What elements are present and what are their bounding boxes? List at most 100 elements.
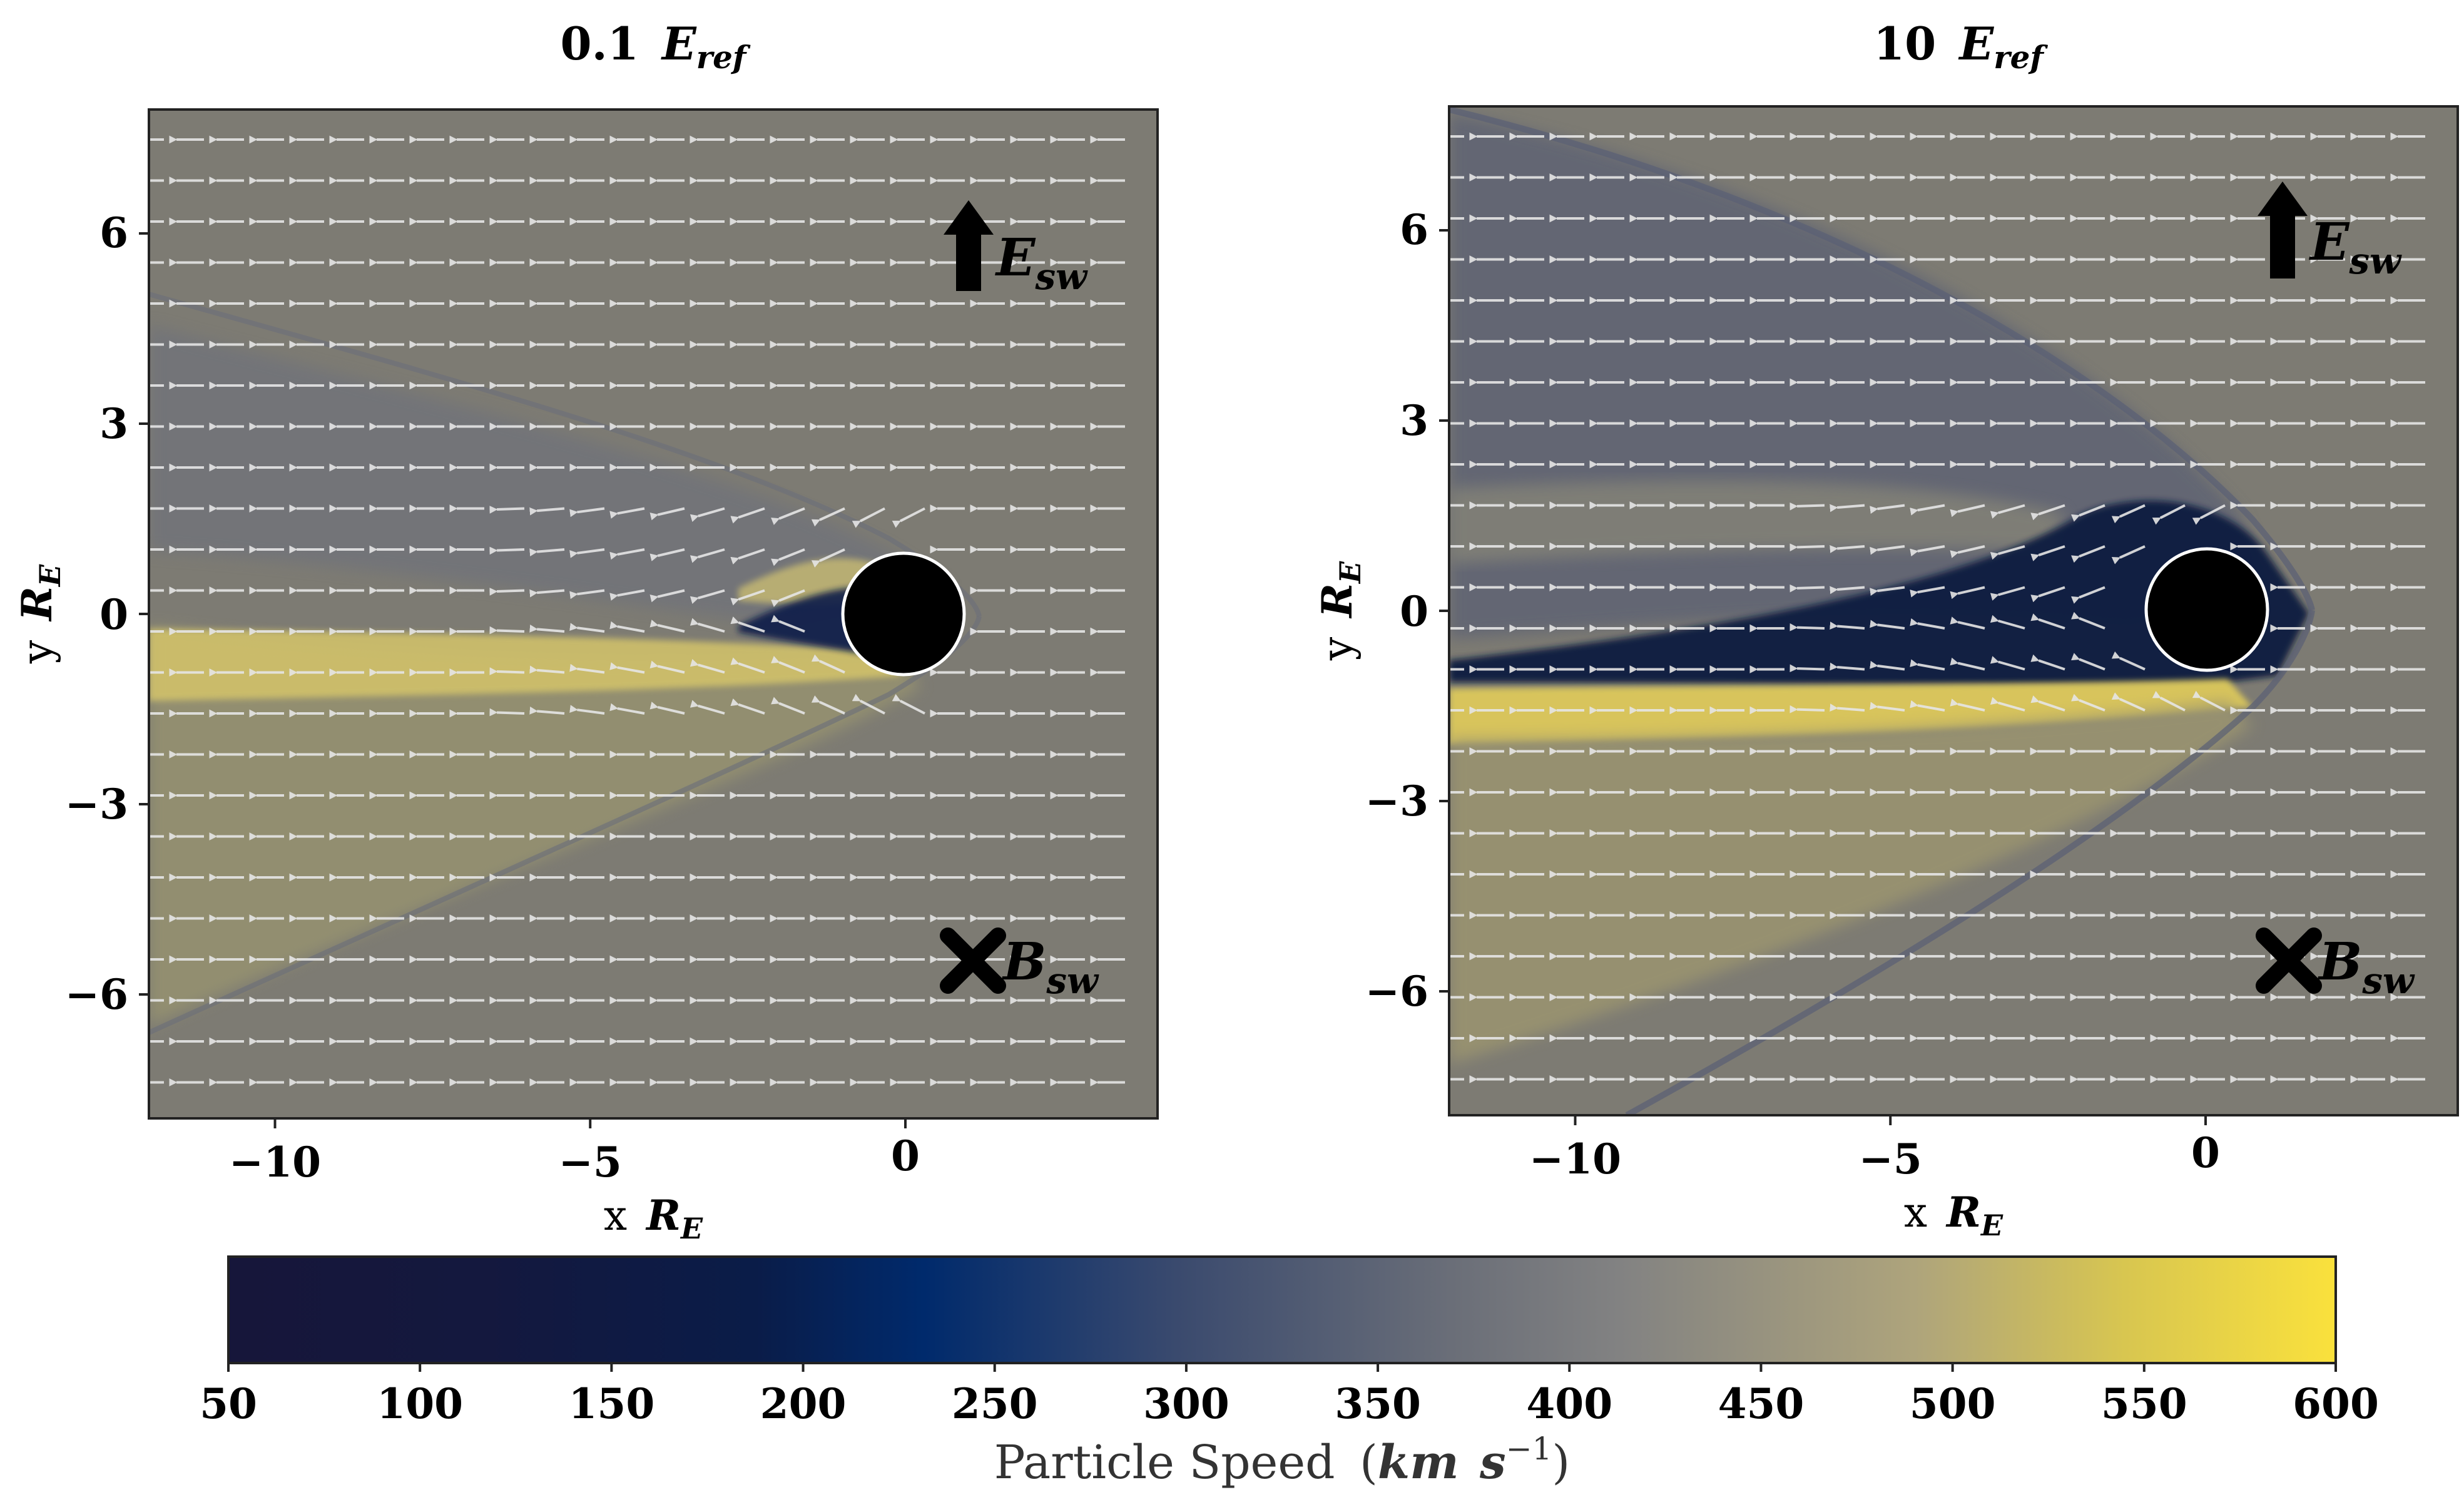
panel-right: 10 Eref Esw bbox=[1313, 17, 2459, 1242]
panel-left-planet bbox=[841, 551, 966, 677]
velocity-arrow bbox=[1830, 545, 1865, 553]
panel-right-bow-shock-lower bbox=[1625, 610, 2315, 1115]
velocity-arrow bbox=[569, 507, 605, 518]
velocity-arrow bbox=[1950, 657, 1985, 671]
velocity-arrow bbox=[529, 625, 565, 633]
velocity-arrow bbox=[2070, 653, 2105, 671]
velocity-arrow bbox=[1950, 616, 1985, 630]
panel-left-ylabel: y RE bbox=[13, 564, 67, 664]
velocity-arrow bbox=[1870, 586, 1905, 596]
velocity-arrow bbox=[892, 693, 925, 715]
svg-text:Esw: Esw bbox=[995, 228, 1088, 298]
velocity-arrow bbox=[1990, 504, 2025, 519]
panel-right-ytick: −6 bbox=[1365, 967, 1428, 1016]
velocity-arrow bbox=[771, 548, 805, 566]
velocity-arrow bbox=[690, 548, 725, 563]
panel-left-ytick: 0 bbox=[99, 590, 128, 639]
panel-left-e-label: E bbox=[995, 228, 1036, 288]
velocity-arrow bbox=[771, 656, 805, 674]
velocity-arrow bbox=[609, 621, 645, 633]
panel-right-plot-area: Esw Bsw bbox=[1449, 106, 2458, 1115]
panel-left-e-field-marker: Esw bbox=[944, 200, 1088, 298]
colorbar-ticks: 50 100 150 200 250 300 350 400 450 500 550 600 bbox=[200, 1363, 2379, 1428]
velocity-arrow bbox=[730, 589, 765, 606]
panel-right-title-symbol: E bbox=[1958, 17, 1994, 70]
colorbar-gradient bbox=[227, 1255, 2337, 1364]
panel-left-e-arrow-icon bbox=[944, 200, 994, 291]
velocity-arrow bbox=[690, 507, 725, 522]
velocity-arrow bbox=[771, 589, 805, 607]
velocity-arrow bbox=[2111, 545, 2146, 564]
velocity-arrow bbox=[730, 548, 765, 565]
velocity-arrow bbox=[2111, 692, 2146, 712]
velocity-arrow bbox=[1910, 504, 1945, 516]
panel-left-title-coef: 0.1 bbox=[561, 17, 639, 70]
velocity-arrow bbox=[811, 507, 845, 527]
velocity-arrow bbox=[1830, 662, 1865, 671]
velocity-arrow bbox=[649, 620, 685, 633]
panel-right-e-field-marker: Esw bbox=[2258, 181, 2402, 282]
panel-left-xtick: −5 bbox=[559, 1138, 622, 1187]
panel-left-ytick: 6 bbox=[99, 208, 128, 257]
velocity-arrow bbox=[609, 548, 645, 560]
velocity-arrow bbox=[1910, 545, 1945, 557]
colorbar-tick-label: 100 bbox=[377, 1379, 463, 1428]
svg-text:Esw: Esw bbox=[2309, 212, 2402, 282]
velocity-arrow bbox=[609, 703, 645, 715]
panel-right-dark-cavity bbox=[1449, 501, 2309, 685]
colorbar-tick-label: 500 bbox=[1910, 1379, 1996, 1428]
velocity-arrow bbox=[1990, 586, 2025, 601]
colorbar-tick-label: 50 bbox=[200, 1379, 257, 1428]
panel-right-xtick: −10 bbox=[1529, 1135, 1621, 1183]
panel-left-ytick: −3 bbox=[65, 780, 128, 829]
panel-right-planet bbox=[2144, 547, 2269, 672]
colorbar-tick-label: 600 bbox=[2293, 1379, 2379, 1428]
colorbar: 50 100 150 200 250 300 350 400 450 500 550 600 Part… bbox=[200, 1255, 2379, 1489]
velocity-arrow bbox=[852, 507, 885, 528]
velocity-arrow bbox=[649, 702, 685, 715]
velocity-arrow bbox=[2030, 545, 2065, 561]
panel-right-x-axis: −10 −5 0 x RE bbox=[1529, 1115, 2220, 1242]
velocity-arrow bbox=[529, 507, 565, 516]
colorbar-tick-label: 200 bbox=[760, 1379, 847, 1428]
panel-left-ytick: 3 bbox=[99, 399, 128, 448]
velocity-arrow bbox=[730, 616, 765, 633]
panel-right-xlabel: x RE bbox=[1904, 1188, 2003, 1242]
panel-right-b-sub: sw bbox=[2361, 959, 2415, 1002]
panel-left-xtick: −10 bbox=[229, 1138, 321, 1187]
panel-left-b-cross-icon bbox=[940, 927, 1006, 994]
velocity-arrow bbox=[852, 693, 885, 715]
colorbar-tick-label: 550 bbox=[2101, 1379, 2187, 1428]
panel-right-e-arrow-icon bbox=[2258, 181, 2308, 278]
velocity-arrow bbox=[2070, 504, 2105, 522]
panel-left-b-label: B bbox=[1002, 932, 1046, 992]
panel-left-xlabel: x RE bbox=[604, 1191, 703, 1245]
panel-right-title: 10 Eref bbox=[1873, 17, 2048, 76]
velocity-arrow bbox=[529, 707, 565, 715]
velocity-arrow bbox=[1910, 659, 1945, 671]
svg-text:Bsw: Bsw bbox=[2318, 932, 2415, 1002]
velocity-arrow bbox=[1990, 656, 2025, 671]
velocity-arrow bbox=[1830, 621, 1865, 630]
panel-left-ytick: −6 bbox=[65, 970, 128, 1019]
panel-right-title-coef: 10 bbox=[1873, 17, 1936, 70]
velocity-arrow bbox=[649, 660, 685, 674]
velocity-arrow bbox=[690, 589, 725, 604]
velocity-arrow bbox=[2070, 611, 2105, 630]
panel-right-b-label: B bbox=[2318, 932, 2362, 992]
panel-left-plot-area: Esw Bsw bbox=[149, 110, 1158, 1118]
panel-left: 0.1 Eref Esw bbox=[13, 17, 1159, 1245]
velocity-arrow bbox=[649, 548, 685, 561]
colorbar-tick-label: 350 bbox=[1335, 1379, 1421, 1428]
velocity-arrow bbox=[2030, 504, 2065, 521]
colorbar-label: Particle Speed (km s−1) bbox=[994, 1431, 1571, 1489]
velocity-arrow bbox=[811, 695, 845, 715]
velocity-arrow bbox=[1950, 586, 1985, 600]
velocity-arrow bbox=[1789, 543, 1825, 552]
velocity-arrow bbox=[529, 665, 565, 674]
velocity-arrow bbox=[569, 589, 605, 600]
velocity-arrow bbox=[569, 548, 605, 558]
velocity-arrow bbox=[771, 507, 805, 525]
velocity-arrow bbox=[2070, 693, 2105, 712]
velocity-arrow bbox=[1870, 504, 1905, 514]
